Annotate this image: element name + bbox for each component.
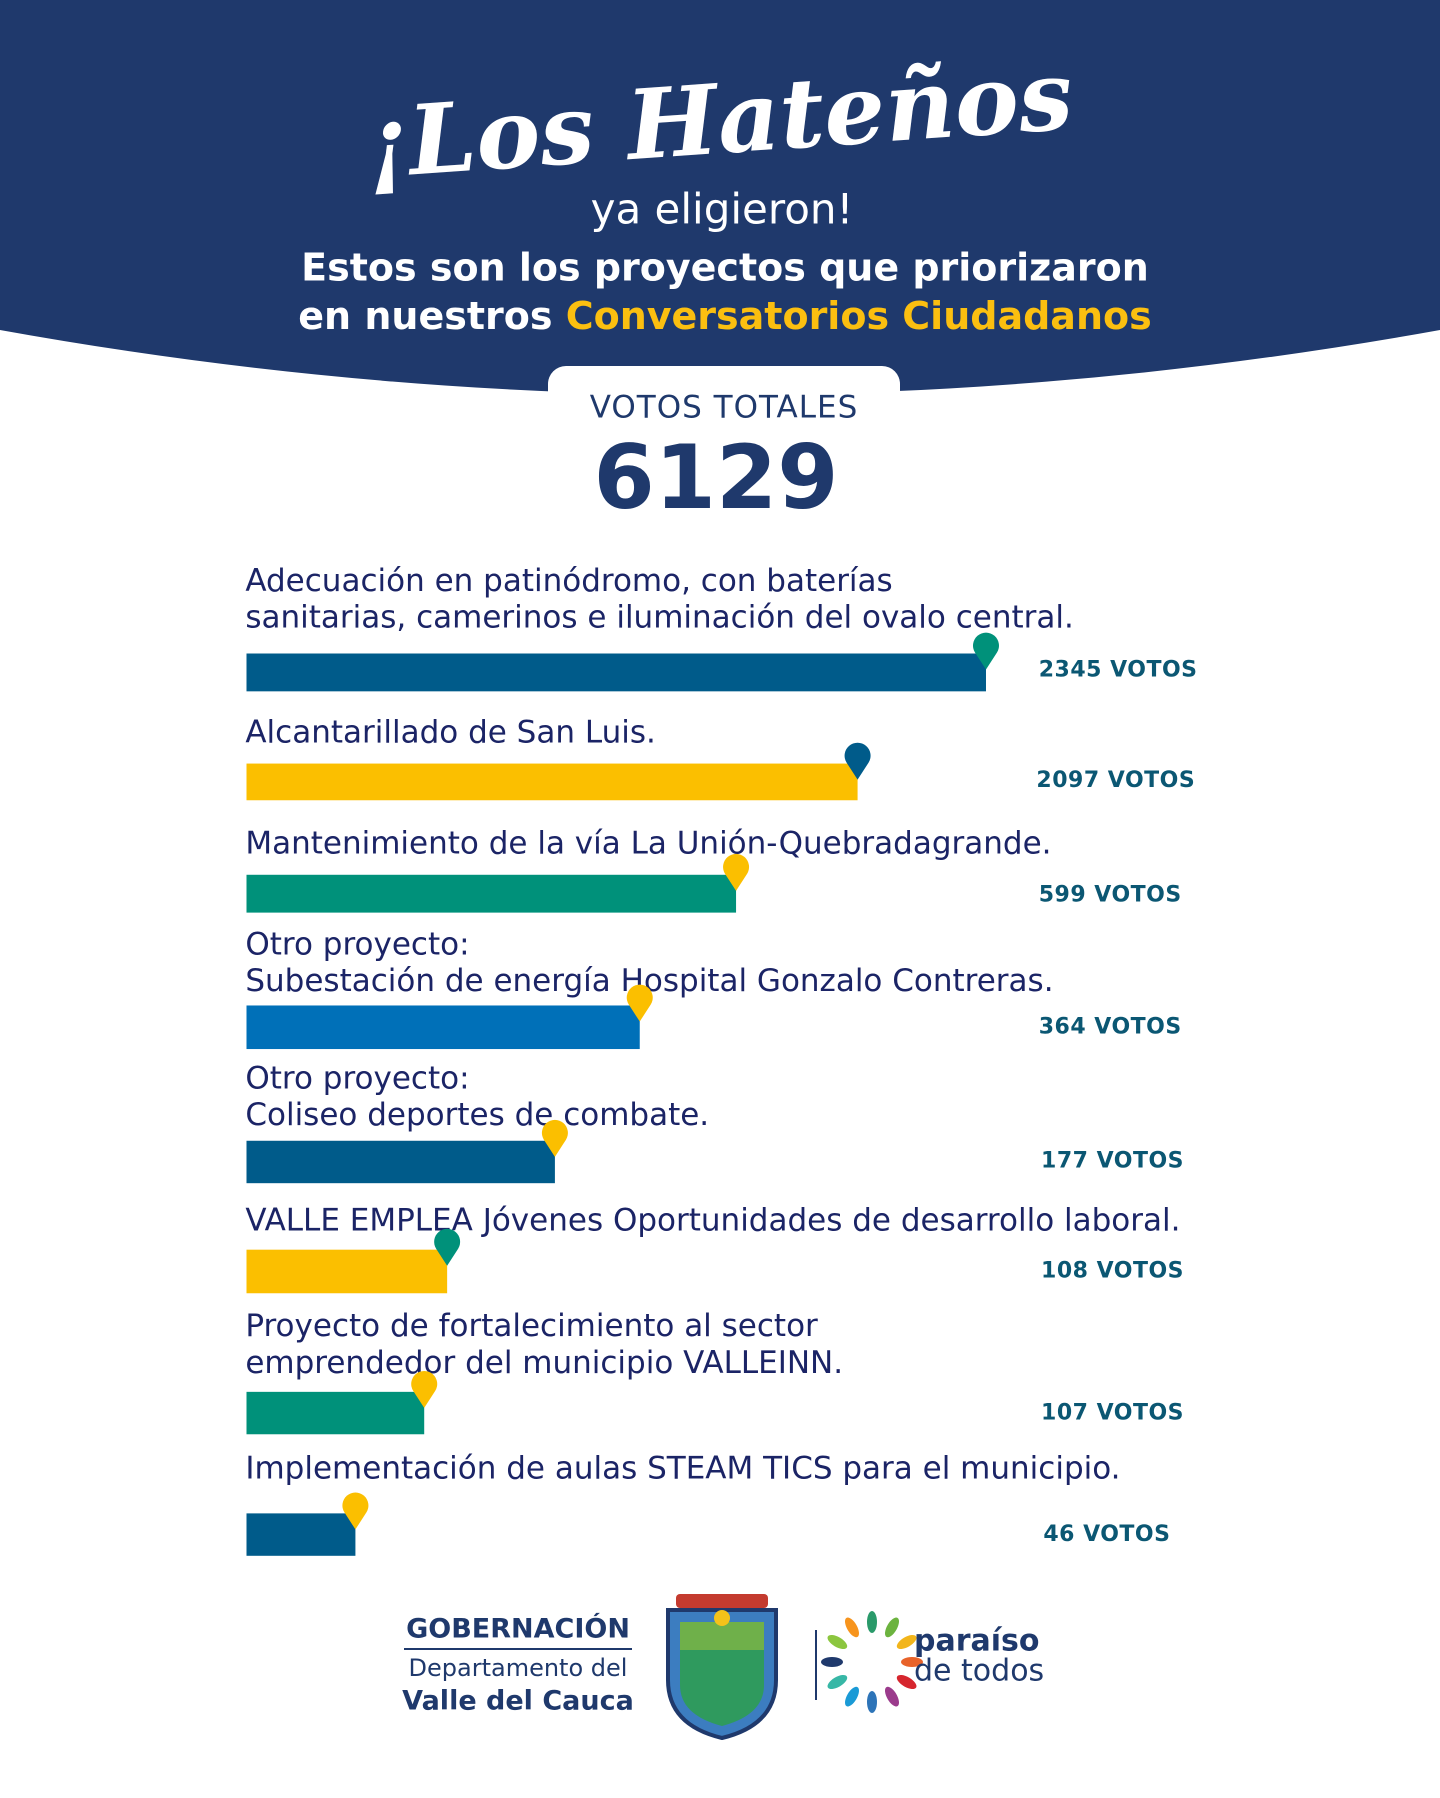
pin: [541, 1119, 568, 1157]
petal: [896, 1635, 917, 1649]
bar: [246, 1005, 640, 1050]
crest: [666, 1594, 778, 1741]
item-label: VALLE EMPLEA Jóvenes Oportunidades de de…: [245, 1203, 1180, 1239]
total-box: [548, 366, 900, 436]
votes-label: 108 VOTOS: [1041, 1258, 1184, 1283]
votes-label: 177 VOTOS: [1041, 1148, 1184, 1173]
intro-line: en nuestros Conversatorios Ciudadanos: [298, 294, 1151, 338]
bar: [246, 1249, 448, 1294]
item-label: Coliseo deportes de combate.: [245, 1097, 709, 1133]
petal: [821, 1657, 843, 1667]
subtitle: ya eligieron!: [591, 185, 854, 234]
footer: GOBERNACIÓN Departamento del Valle del C…: [402, 1594, 1044, 1741]
bar: [246, 1140, 555, 1184]
pin: [723, 853, 750, 891]
votes-label: 2097 VOTOS: [1036, 768, 1195, 793]
total-value: 6129: [594, 426, 839, 529]
votes-label: 46 VOTOS: [1043, 1522, 1170, 1547]
petal: [827, 1675, 848, 1690]
item-label: Mantenimiento de la vía La Unión-Quebrad…: [245, 825, 1051, 861]
footer-org: GOBERNACIÓN: [406, 1613, 630, 1645]
pin: [844, 742, 871, 780]
petal: [845, 1617, 859, 1638]
item-label: Adecuación en patinódromo, con baterías: [245, 563, 892, 599]
petal: [827, 1635, 848, 1649]
petal: [896, 1675, 917, 1689]
bar: [246, 763, 858, 801]
brand-1: paraíso: [914, 1624, 1040, 1659]
petal: [867, 1691, 877, 1713]
votes-label: 599 VOTOS: [1039, 882, 1182, 907]
total-label: VOTOS TOTALES: [590, 390, 859, 426]
item-label: Proyecto de fortalecimiento al sector: [245, 1308, 818, 1344]
item-label: Otro proyecto:: [245, 1061, 469, 1097]
intro-prefix: en nuestros: [298, 294, 565, 338]
pin: [972, 632, 999, 670]
brand-mark: [821, 1611, 923, 1713]
petal: [901, 1657, 923, 1667]
item-label: sanitarias, camerinos e iluminación del …: [245, 600, 1074, 636]
bar: [246, 1391, 425, 1435]
votes-label: 2345 VOTOS: [1039, 658, 1198, 683]
pin: [434, 1228, 461, 1266]
votes-label: 107 VOTOS: [1041, 1401, 1184, 1426]
intro-highlight: Conversatorios Ciudadanos: [566, 294, 1152, 338]
item-label: emprendedor del municipio VALLEINN.: [245, 1345, 843, 1381]
item-label: Implementación de aulas STEAM TICS para …: [245, 1450, 1120, 1486]
petal: [885, 1617, 899, 1638]
petal: [885, 1686, 899, 1707]
petal: [867, 1611, 877, 1633]
item-label: Otro proyecto:: [245, 926, 469, 962]
intro: Estos son los proyectos que priorizaron: [301, 246, 1149, 290]
pin: [626, 984, 653, 1022]
bar: [246, 874, 737, 913]
pin: [342, 1492, 369, 1530]
bar: [246, 1513, 356, 1556]
votes-label: 364 VOTOS: [1039, 1014, 1182, 1039]
item-label: Alcantarillado de San Luis.: [245, 714, 656, 750]
header-band: [0, 0, 1440, 395]
bar: [246, 653, 986, 692]
footer-region: Valle del Cauca: [402, 1686, 634, 1717]
footer-dept: Departamento del: [409, 1654, 628, 1682]
items: Adecuación en patinódromo, con bateríass…: [245, 563, 1197, 1556]
pin: [411, 1370, 438, 1408]
petal: [844, 1686, 859, 1707]
brand-2: de todos: [914, 1654, 1044, 1689]
